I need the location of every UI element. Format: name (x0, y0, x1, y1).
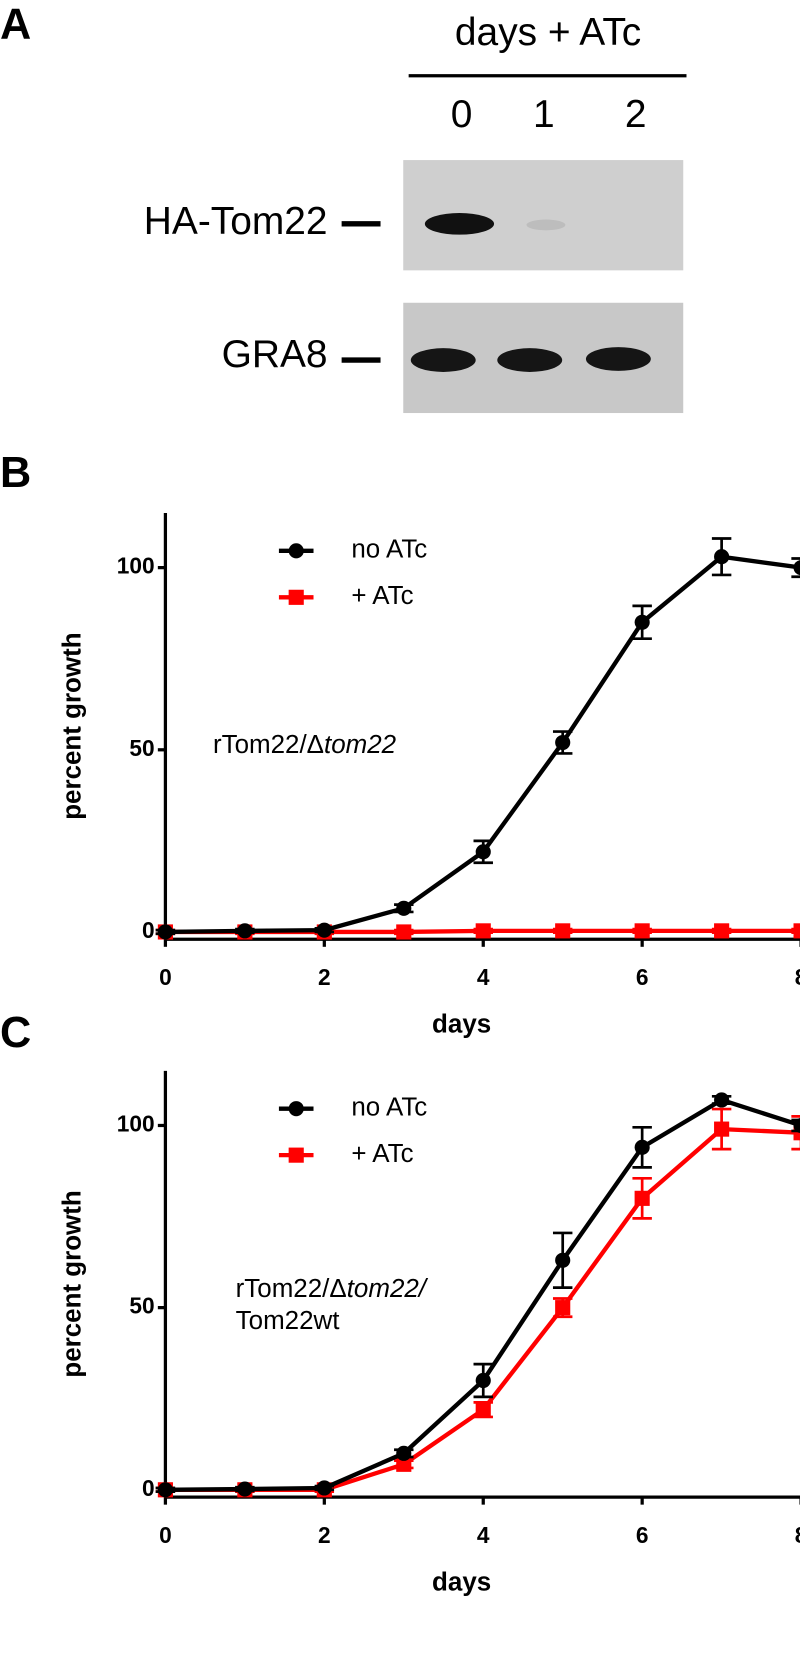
panel-label: B (0, 449, 31, 497)
legend-marker (288, 589, 304, 605)
x-tick-label: 8 (795, 964, 800, 990)
lane-label: 0 (451, 93, 473, 136)
x-tick-label: 6 (636, 1522, 649, 1548)
y-axis-title: percent growth (58, 632, 86, 819)
marker (714, 1121, 730, 1137)
marker (714, 1092, 730, 1108)
marker (714, 549, 730, 565)
legend-label: no ATc (351, 536, 427, 564)
marker (475, 1372, 491, 1389)
marker (793, 923, 800, 939)
marker (555, 1252, 571, 1268)
marker (634, 1139, 650, 1155)
marker (475, 1402, 491, 1418)
error-bar (791, 1118, 800, 1133)
legend-label: + ATc (351, 1140, 413, 1168)
annotation-part: Tom22wt (236, 1307, 341, 1335)
x-tick-label: 8 (795, 1522, 800, 1548)
marker (634, 614, 650, 630)
marker (634, 923, 650, 939)
blot-header: days + ATc (455, 11, 641, 54)
legend-marker (288, 1147, 304, 1163)
y-axis-title: percent growth (58, 1190, 86, 1377)
band (526, 219, 566, 231)
marker (793, 1117, 800, 1133)
y-tick-label: 100 (117, 553, 155, 579)
y-tick-label: 100 (117, 1110, 155, 1136)
x-axis-title: days (432, 1568, 491, 1596)
annotation: rTom22/Δtom22/ (236, 1275, 429, 1303)
band (497, 348, 563, 372)
marker (714, 923, 730, 939)
marker (793, 560, 800, 576)
band (410, 348, 476, 372)
legend-label: + ATc (351, 582, 413, 610)
y-tick-label: 0 (142, 917, 155, 943)
row-label: HA-Tom22 (144, 200, 328, 243)
marker (157, 924, 173, 940)
annotation-part: rTom22/Δ (213, 731, 324, 759)
marker (237, 1481, 253, 1497)
annotation-part: rTom22/Δ (236, 1275, 347, 1303)
marker (237, 923, 253, 939)
marker (396, 924, 412, 940)
band (585, 347, 651, 371)
x-tick-label: 0 (159, 1522, 172, 1548)
error-bar (791, 557, 800, 579)
marker (316, 922, 332, 938)
marker (793, 1125, 800, 1141)
marker (555, 1300, 571, 1316)
x-tick-label: 2 (318, 1522, 331, 1548)
legend-marker (288, 1101, 304, 1117)
x-axis-title: days (432, 1011, 491, 1039)
y-tick-label: 0 (142, 1475, 155, 1501)
series (155, 537, 800, 940)
annotation-part: tom22 (324, 731, 397, 759)
band (424, 213, 495, 235)
marker (555, 734, 571, 751)
marker (634, 1190, 650, 1206)
panel-label: C (0, 1009, 31, 1057)
row-label: GRA8 (222, 333, 328, 376)
y-tick-label: 50 (129, 735, 154, 761)
x-tick-label: 6 (636, 964, 649, 990)
error-bar (791, 1115, 800, 1151)
annotation-part: tom22/ (347, 1275, 429, 1303)
legend-marker (288, 543, 304, 559)
marker (157, 1482, 173, 1498)
lane-label: 1 (533, 93, 555, 136)
series (155, 1092, 800, 1498)
legend-label: no ATc (351, 1094, 427, 1122)
marker (316, 1480, 332, 1496)
x-tick-label: 0 (159, 964, 172, 990)
y-tick-label: 50 (129, 1293, 154, 1319)
marker (396, 900, 412, 916)
marker (475, 844, 491, 860)
marker (396, 1445, 412, 1461)
marker (396, 1456, 412, 1472)
annotation: Tom22wt (236, 1307, 341, 1335)
x-tick-label: 4 (477, 1522, 490, 1548)
lane-label: 2 (625, 93, 647, 136)
x-tick-label: 4 (477, 964, 490, 990)
marker (475, 923, 491, 939)
marker (555, 923, 571, 939)
series (155, 1107, 800, 1498)
x-tick-label: 2 (318, 964, 331, 990)
panel-label: A (0, 1, 31, 49)
annotation: rTom22/Δtom22 (213, 731, 397, 759)
